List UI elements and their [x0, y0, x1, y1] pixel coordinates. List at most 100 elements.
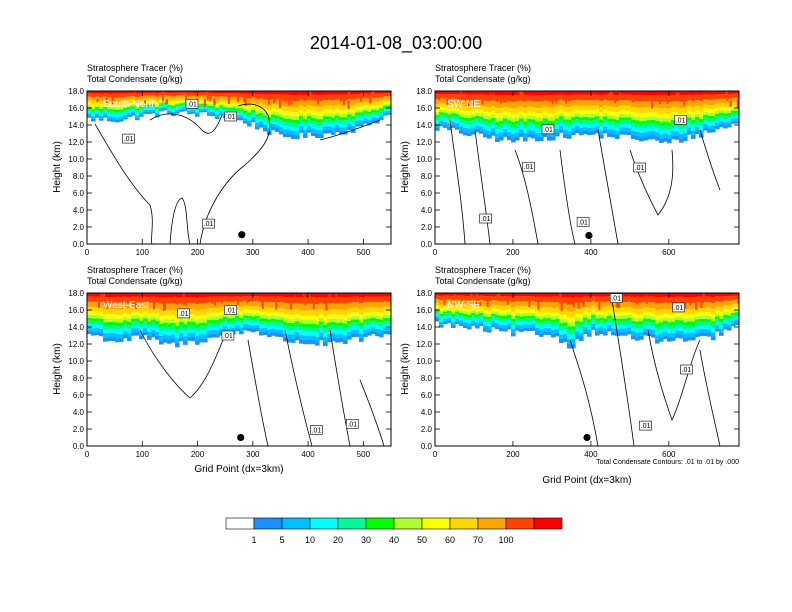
tracer-cell: [135, 110, 140, 113]
tracer-cell: [583, 296, 588, 302]
tracer-cell: [179, 333, 184, 338]
tracer-cell: [267, 94, 272, 101]
tracer-cell: [663, 91, 668, 96]
tracer-cell: [303, 303, 308, 311]
tracer-cell: [599, 101, 604, 108]
tracer-cell: [87, 323, 92, 328]
tracer-cell: [643, 311, 648, 316]
tracer-cell: [435, 91, 440, 95]
tracer-cell: [251, 109, 256, 113]
tracer-cell: [191, 333, 196, 338]
tracer-cell: [435, 310, 440, 313]
tracer-cell: [215, 323, 220, 327]
tracer-cell: [187, 318, 192, 322]
tracer-cell: [663, 125, 668, 129]
tracer-cell: [259, 94, 264, 99]
tracer-cell: [147, 328, 152, 333]
tracer-cell: [271, 94, 276, 100]
tracer-cell: [563, 293, 568, 298]
tracer-cell: [723, 320, 728, 324]
tracer-cell: [543, 106, 548, 112]
tracer-cell: [163, 105, 168, 107]
tracer-cell: [107, 328, 112, 333]
tracer-cell: [603, 99, 608, 106]
tracer-cell: [343, 110, 348, 114]
tracer-cell: [603, 119, 608, 123]
tracer-cell: [531, 122, 536, 127]
tracer-cell: [719, 296, 724, 303]
tracer-cell: [107, 111, 112, 114]
tracer-cell: [515, 128, 520, 133]
tracer-cell: [655, 327, 660, 331]
tracer-cell: [735, 293, 739, 296]
tracer-cell: [455, 309, 460, 312]
tracer-cell: [155, 96, 160, 100]
tracer-cell: [319, 317, 324, 322]
tracer-cell: [223, 109, 228, 112]
tracer-cell: [555, 128, 560, 133]
tracer-cell: [611, 321, 616, 325]
tracer-cell: [331, 325, 336, 329]
tracer-cell: [339, 117, 344, 121]
tracer-cell: [679, 95, 684, 102]
tracer-cell: [635, 314, 640, 319]
tracer-cell: [203, 303, 208, 310]
tracer-cell: [319, 100, 324, 107]
tracer-cell: [211, 333, 216, 338]
tracer-cell: [547, 321, 552, 325]
tracer-cell: [707, 302, 712, 308]
tracer-cell: [291, 326, 296, 331]
x-tick-label: 400: [584, 450, 598, 459]
tracer-cell: [595, 332, 600, 336]
tracer-cell: [271, 302, 276, 308]
tracer-cell: [267, 329, 272, 334]
tracer-cell: [495, 300, 500, 306]
tracer-cell: [675, 330, 680, 335]
y-tick-label: 0.0: [421, 442, 433, 451]
tracer-cell: [527, 327, 532, 332]
tracer-cell: [503, 318, 508, 322]
tracer-cell: [719, 106, 724, 110]
tracer-cell: [555, 329, 560, 333]
contour-label: .01: [226, 114, 236, 121]
tracer-cell: [343, 339, 348, 344]
tracer-cell: [187, 328, 192, 333]
tracer-cell: [519, 296, 524, 302]
tracer-cell: [371, 293, 376, 297]
tracer-cell: [655, 335, 660, 340]
tracer-cell: [531, 134, 536, 139]
tracer-cell: [255, 305, 260, 310]
tracer-cell: [167, 91, 172, 93]
contour-label: .01: [676, 117, 686, 124]
tracer-cell: [135, 97, 140, 101]
y-tick-label: 12.0: [416, 138, 432, 147]
tracer-cell: [643, 120, 648, 125]
tracer-cell: [619, 94, 624, 101]
tracer-cell: [639, 124, 644, 129]
colorbar-label: 60: [445, 535, 455, 545]
tracer-cell: [587, 100, 592, 106]
tracer-cell: [631, 91, 636, 96]
tracer-cell: [127, 91, 132, 94]
tracer-cell: [127, 336, 132, 341]
tracer-cell: [507, 91, 512, 96]
tracer-cell: [159, 327, 164, 332]
tracer-cell: [171, 91, 176, 94]
tracer-speckle: [105, 97, 108, 105]
tracer-cell: [627, 306, 632, 312]
tracer-cell: [735, 118, 739, 121]
tracer-speckle: [146, 298, 148, 302]
condensate-contour-line: [514, 149, 539, 244]
tracer-cell: [311, 310, 316, 316]
tracer-cell: [119, 322, 124, 327]
tracer-cell: [611, 122, 616, 126]
tracer-cell: [523, 293, 528, 297]
tracer-cell: [215, 91, 220, 94]
tracer-cell: [167, 98, 172, 102]
tracer-cell: [471, 127, 476, 131]
tracer-cell: [611, 331, 616, 336]
tracer-cell: [171, 297, 176, 304]
tracer-cell: [283, 333, 288, 338]
tracer-cell: [311, 331, 316, 336]
tracer-cell: [531, 94, 536, 101]
